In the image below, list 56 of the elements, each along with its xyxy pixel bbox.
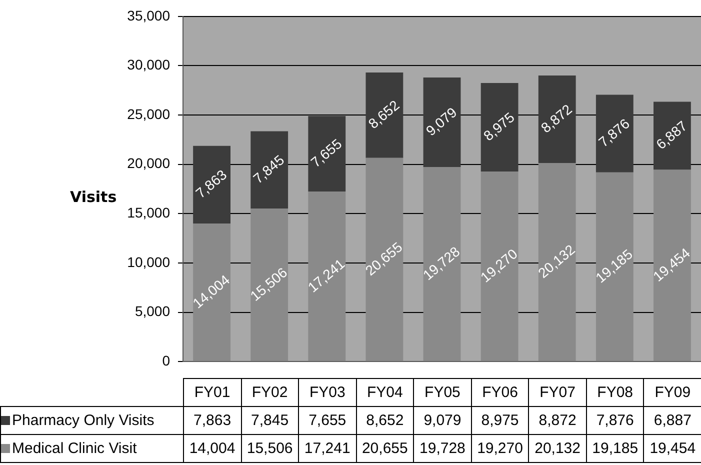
- data-label: 7,655: [298, 406, 356, 434]
- y-axis-title: Visits: [70, 188, 117, 206]
- data-label: 7,863: [184, 406, 242, 434]
- bar: [193, 223, 230, 362]
- data-label: 19,270: [471, 434, 529, 462]
- y-tick-label: 10,000: [127, 254, 170, 270]
- y-tick-label: 5,000: [134, 303, 170, 320]
- data-label: 20,655: [356, 434, 414, 462]
- x-tick-label: FY04: [356, 378, 414, 406]
- data-label: 17,241: [298, 434, 356, 462]
- data-label: 7,845: [241, 406, 299, 434]
- bar: [480, 83, 518, 172]
- bar: [193, 146, 230, 224]
- x-tick-label: FY02: [241, 378, 299, 406]
- data-label: 8,872: [528, 406, 586, 434]
- x-tick-label: FY07: [528, 378, 586, 406]
- data-label: 19,454: [644, 434, 701, 462]
- x-tick-label: FY06: [471, 378, 529, 406]
- bar: [480, 172, 518, 362]
- data-label: 19,728: [414, 434, 472, 462]
- data-label: 8,975: [471, 406, 529, 434]
- data-label: 9,079: [414, 406, 472, 434]
- data-label: 8,652: [356, 406, 414, 434]
- bar: [250, 131, 288, 209]
- bar: [250, 208, 288, 362]
- y-tick-label: 35,000: [127, 7, 170, 24]
- x-tick-label: FY08: [586, 378, 644, 406]
- legend-label: Pharmacy Only Visits: [0, 406, 184, 434]
- legend-label: Medical Clinic Visit: [0, 434, 184, 462]
- data-label: 19,185: [586, 434, 644, 462]
- data-label: 14,004: [184, 434, 242, 462]
- data-label: 7,876: [586, 406, 644, 434]
- x-tick-label: FY05: [414, 378, 472, 406]
- bar: [596, 172, 634, 362]
- bar: [654, 170, 691, 362]
- bar: [308, 116, 346, 192]
- y-tick-label: 15,000: [127, 204, 170, 221]
- bar: [654, 102, 691, 170]
- bar: [538, 163, 576, 362]
- bar: [423, 167, 461, 362]
- bar: [538, 76, 576, 164]
- bar: [366, 72, 404, 158]
- bar: [596, 94, 634, 172]
- data-label: 6,887: [644, 406, 701, 434]
- y-tick-label: 25,000: [127, 106, 170, 122]
- x-tick-label: FY03: [298, 378, 356, 406]
- bar: [308, 192, 346, 362]
- x-tick-label: FY01: [184, 378, 242, 406]
- y-tick-label: 30,000: [127, 56, 170, 73]
- data-label: 20,132: [528, 434, 586, 462]
- x-tick-label: FY09: [644, 378, 701, 406]
- bar: [423, 77, 461, 168]
- bar: [366, 158, 404, 362]
- data-label: 15,506: [241, 434, 299, 462]
- y-tick-label: 0: [162, 352, 170, 368]
- y-tick-label: 20,000: [127, 155, 170, 172]
